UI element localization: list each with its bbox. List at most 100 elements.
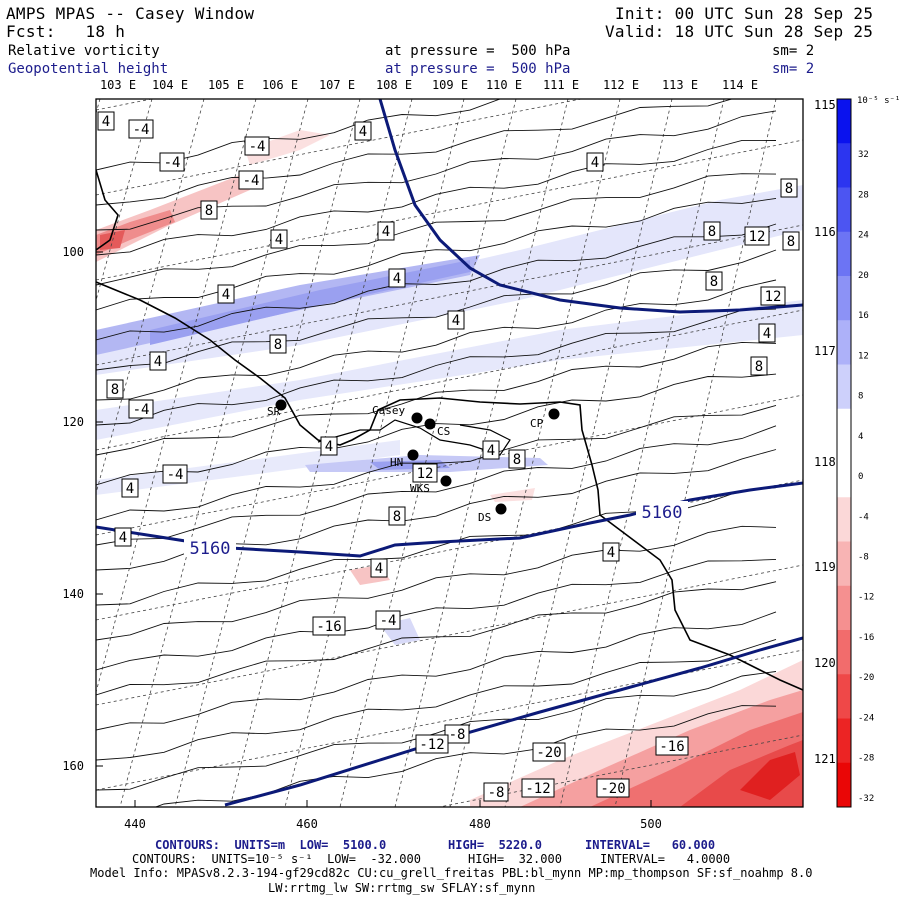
y-tick-label: 120: [62, 415, 84, 429]
station-casey: Casey: [372, 404, 423, 424]
island-outline: [317, 419, 511, 456]
svg-text:4: 4: [393, 271, 401, 287]
lon-label: 112 E: [603, 78, 639, 92]
svg-text:8: 8: [708, 224, 716, 240]
init-time: Init: 00 UTC Sun 28 Sep 25: [615, 4, 874, 23]
field1-smoothing: sm= 2: [772, 43, 815, 59]
svg-text:8: 8: [785, 181, 793, 197]
svg-text:8: 8: [710, 274, 718, 290]
field1-name: Relative vorticity: [8, 43, 160, 59]
colorbar-swatch: [837, 276, 851, 321]
colorbar-label: -32: [858, 794, 874, 804]
contour-label: 4: [388, 268, 406, 288]
svg-text:4: 4: [452, 313, 460, 329]
chart-title: AMPS MPAS -- Casey Window: [6, 4, 255, 23]
y-tick-label: 140: [62, 587, 84, 601]
station-cp: CP: [530, 408, 560, 430]
field2-level: at pressure = 500 hPa: [385, 61, 571, 77]
svg-text:8: 8: [111, 382, 119, 398]
svg-text:CP: CP: [530, 417, 544, 430]
colorbar-label: -4: [858, 512, 869, 522]
svg-text:4: 4: [607, 545, 615, 561]
svg-text:12: 12: [417, 466, 434, 482]
field1-level: at pressure = 500 hPa: [385, 43, 571, 59]
colorbar-swatch: [837, 143, 851, 188]
colorbar-swatch: [837, 497, 851, 542]
x-tick-label: 440: [124, 817, 146, 831]
height-contour-interval: INTERVAL= 60.000: [585, 838, 716, 852]
contour-label: -16: [312, 616, 346, 636]
x-tick-label: 460: [296, 817, 318, 831]
contour-label: -12: [415, 734, 449, 754]
svg-text:12: 12: [749, 229, 766, 245]
svg-text:CS: CS: [437, 425, 450, 438]
svg-text:-4: -4: [164, 155, 181, 171]
svg-text:4: 4: [375, 561, 383, 577]
contour-label: 4: [354, 121, 372, 141]
contour-label: 4: [377, 221, 395, 241]
svg-text:-4: -4: [133, 402, 150, 418]
lon-label: 108 E: [376, 78, 412, 92]
contour-label: 12: [760, 286, 786, 306]
station-ds: DS: [478, 503, 507, 524]
svg-text:-12: -12: [419, 737, 444, 753]
contour-label: 12: [744, 226, 770, 246]
svg-text:4: 4: [275, 232, 283, 248]
lon-label: 106 E: [262, 78, 298, 92]
contour-label: 8: [269, 334, 287, 354]
svg-text:4: 4: [102, 114, 110, 130]
svg-text:4: 4: [591, 155, 599, 171]
lon-label: 113 E: [662, 78, 698, 92]
vorticity-contours: [96, 99, 777, 807]
contour-label: 12: [412, 463, 438, 483]
contour-label: 4: [602, 542, 620, 562]
height-contour-info: CONTOURS: UNITS=m LOW= 5100.0: [155, 838, 387, 852]
colorbar-unit: 10⁻⁵ s⁻¹: [857, 96, 900, 106]
svg-text:5160: 5160: [190, 539, 231, 559]
colorbar-swatch: [837, 541, 851, 587]
field2-smoothing: sm= 2: [772, 61, 815, 77]
contour-label: -4: [238, 170, 264, 190]
colorbar-swatch: [837, 408, 851, 454]
contour-label: 8: [750, 356, 768, 376]
contour-label: 8: [780, 178, 798, 198]
svg-text:4: 4: [487, 443, 495, 459]
lon-label: 110 E: [486, 78, 522, 92]
station-markers: SR Casey CS CP HN WKS DS: [267, 399, 560, 524]
svg-text:-20: -20: [600, 781, 625, 797]
svg-text:-20: -20: [536, 745, 561, 761]
map-frame: [95, 98, 804, 808]
colorbar-label: 12: [858, 351, 869, 361]
svg-text:-4: -4: [249, 139, 266, 155]
colorbar-label: 16: [858, 311, 869, 321]
height-contour-label: 5160: [184, 537, 236, 559]
field2-name: Geopotential height: [8, 61, 169, 77]
contour-label: 4: [97, 111, 115, 131]
contour-label: -4: [244, 136, 270, 156]
model-info-radiation: LW:rrtmg_lw SW:rrtmg_sw SFLAY:sf_mynn: [268, 881, 536, 895]
colorbar-label: -20: [858, 673, 874, 683]
station-sr: SR: [267, 399, 287, 418]
contour-label: 4: [447, 310, 465, 330]
svg-text:4: 4: [119, 530, 127, 546]
contour-label: 4: [217, 284, 235, 304]
contour-label: -20: [596, 778, 630, 798]
svg-text:-8: -8: [449, 727, 466, 743]
svg-text:HN: HN: [390, 456, 403, 469]
svg-text:-8: -8: [488, 785, 505, 801]
lon-label: 114 E: [722, 78, 758, 92]
contour-label: -4: [159, 152, 185, 172]
svg-text:8: 8: [205, 203, 213, 219]
contour-label: 4: [320, 436, 338, 456]
svg-text:12: 12: [765, 289, 782, 305]
contour-label: 4: [270, 229, 288, 249]
colorbar-swatch: [837, 630, 851, 675]
contour-label: -16: [655, 736, 689, 756]
svg-text:-16: -16: [659, 739, 684, 755]
contour-label: 8: [388, 506, 406, 526]
contour-label: 4: [758, 323, 776, 343]
contour-label: 4: [586, 152, 604, 172]
latlon-grid: [96, 99, 803, 807]
contour-label: 4: [482, 440, 500, 460]
contour-label: 8: [508, 449, 526, 469]
